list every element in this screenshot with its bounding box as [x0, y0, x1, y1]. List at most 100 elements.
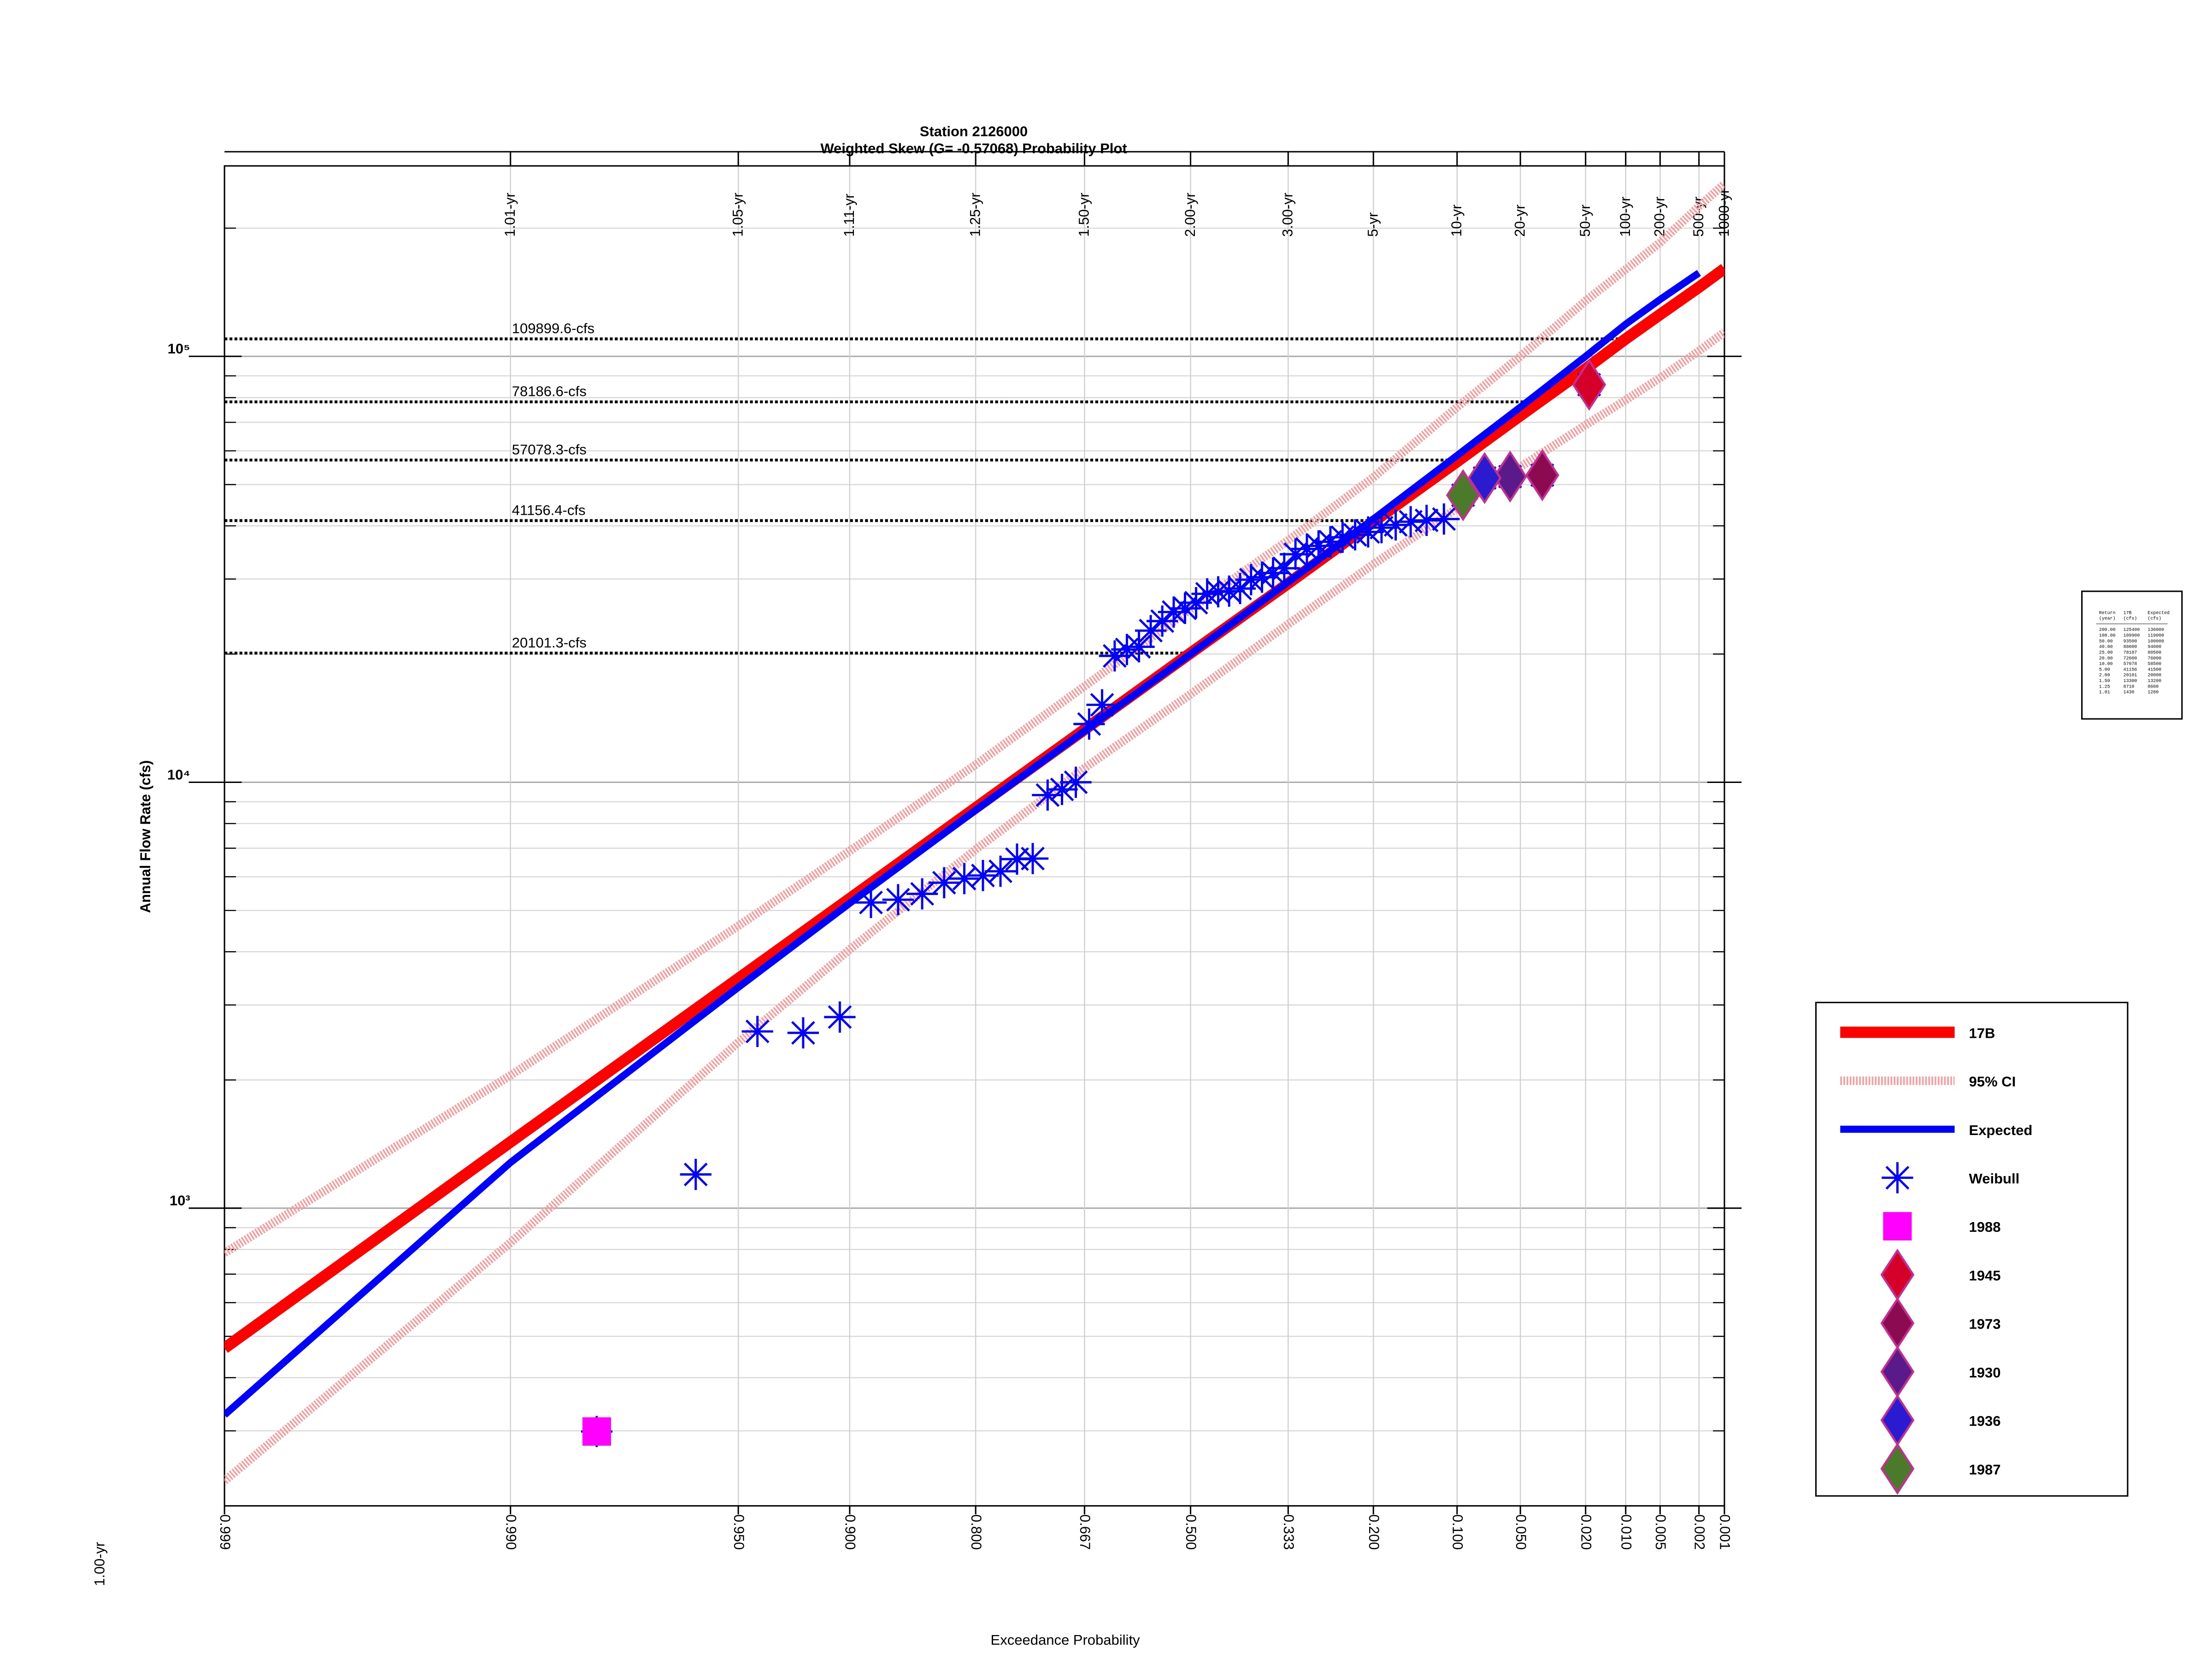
point: [1467, 452, 1502, 504]
point: [1073, 708, 1105, 740]
reference-label: 20101.3-cfs: [512, 635, 587, 651]
y-tick-label: 10⁴: [167, 766, 190, 782]
point: [1111, 634, 1143, 665]
table-cell: 125400: [2124, 627, 2140, 632]
legend-swatch: [1883, 1212, 1912, 1241]
reference-label: 57078.3-cfs: [512, 441, 587, 458]
table-cell: 94000: [2147, 644, 2161, 649]
table-cell: 8710: [2124, 684, 2135, 689]
point: [1246, 561, 1278, 593]
legend-label: 95% CI: [1969, 1074, 2016, 1090]
point: [1291, 533, 1323, 565]
x2-tick-label: 2.00-yr: [1182, 193, 1198, 237]
table-cell: 1.01: [2099, 690, 2110, 695]
table-cell: 50.00: [2099, 639, 2113, 644]
x-tick-label: 0.200: [1366, 1514, 1382, 1550]
table-cell: 136000: [2147, 627, 2164, 632]
point: [948, 863, 980, 894]
table-cell: 40.00: [2099, 644, 2113, 649]
x-tick-label: 0.002: [1691, 1514, 1707, 1550]
point: [680, 1159, 712, 1190]
x-tick-label: 0.667: [1077, 1514, 1093, 1550]
x-tick-label: 0.900: [842, 1514, 859, 1550]
legend-label: 1988: [1969, 1219, 2001, 1235]
x2-tick-label: 5-yr: [1365, 212, 1381, 237]
legend-label: 1936: [1969, 1413, 2001, 1429]
table-cell: 76000: [2147, 656, 2161, 661]
point: [1525, 449, 1559, 501]
x-tick-label: 0.500: [1183, 1514, 1199, 1550]
y-tick-label: 10⁵: [168, 341, 190, 357]
y-tick-label: 10³: [170, 1193, 190, 1209]
table-cell: 78187: [2124, 650, 2137, 655]
table-cell: 25.00: [2099, 650, 2113, 655]
point: [1428, 503, 1460, 535]
table-cell: 1.25: [2099, 684, 2110, 689]
x-axis-label: Exceedance Probability: [991, 1632, 1141, 1648]
line: [224, 270, 1701, 1418]
point: [1365, 512, 1398, 543]
point: [1303, 530, 1335, 562]
point: [1060, 766, 1092, 798]
table-cell: 88000: [2124, 644, 2137, 649]
point: [1146, 605, 1178, 637]
point: [1411, 505, 1442, 536]
point: [1268, 553, 1300, 584]
legend-label: 1973: [1969, 1316, 2001, 1332]
x-tick-label: 0.999: [217, 1514, 233, 1550]
x2-tick-label: 1.25-yr: [967, 193, 983, 237]
x2-tick-label: 200-yr: [1652, 197, 1668, 237]
return-table-box: [2081, 590, 2183, 720]
table-cell: 93500: [2124, 639, 2137, 644]
table-cell: 13300: [2124, 678, 2137, 683]
table-cell: 200.00: [2099, 627, 2116, 632]
point: [1099, 640, 1130, 672]
table-cell: 1280: [2147, 690, 2159, 695]
point: [1572, 359, 1606, 411]
point: [1158, 596, 1190, 628]
point: [1493, 450, 1527, 503]
x-tick-label: 0.100: [1449, 1514, 1465, 1550]
point: [1339, 519, 1371, 551]
point: [741, 1016, 773, 1047]
reference-label: 109899.6-cfs: [512, 320, 594, 336]
table-cell: 1.50: [2099, 678, 2110, 683]
point: [1191, 578, 1223, 610]
point: [824, 1001, 856, 1033]
table-cell: 10.00: [2099, 661, 2113, 666]
table-cell: 41156: [2124, 667, 2137, 672]
x-tick-label: 0.800: [968, 1514, 984, 1550]
legend-label: 17B: [1969, 1025, 1995, 1041]
point: [928, 867, 960, 899]
x-tick-label: 0.020: [1578, 1514, 1594, 1550]
x-tick-label: 0.990: [503, 1514, 519, 1550]
table-header: 17B: [2124, 610, 2132, 615]
point: [984, 855, 1017, 887]
table-header: (year): [2099, 616, 2116, 621]
point: [1395, 506, 1427, 537]
table-cell: 109900: [2124, 633, 2140, 638]
x2-tick-label: 3.00-yr: [1279, 193, 1295, 237]
table-cell: 119000: [2147, 633, 2164, 638]
point: [1169, 593, 1201, 624]
table-cell: 20.00: [2099, 656, 2113, 661]
point: [1224, 573, 1256, 604]
table-cell: 41500: [2147, 667, 2161, 672]
ci-line: [224, 181, 1724, 1257]
table-cell: 2.00: [2099, 673, 2110, 678]
point: [1352, 516, 1384, 548]
x-tick-label: 0.950: [731, 1514, 747, 1550]
point: [1327, 522, 1359, 553]
table-cell: 100.00: [2099, 633, 2116, 638]
point: [1123, 631, 1155, 663]
point: [1257, 557, 1289, 589]
point: [1446, 469, 1480, 522]
table-cell: 1430: [2124, 690, 2135, 695]
point: [906, 878, 938, 910]
table-header: (cfs): [2147, 616, 2161, 621]
x2-tick-label: 1.11-yr: [841, 194, 857, 236]
chart-title: Station 2126000: [920, 124, 1028, 140]
point: [1032, 779, 1064, 811]
